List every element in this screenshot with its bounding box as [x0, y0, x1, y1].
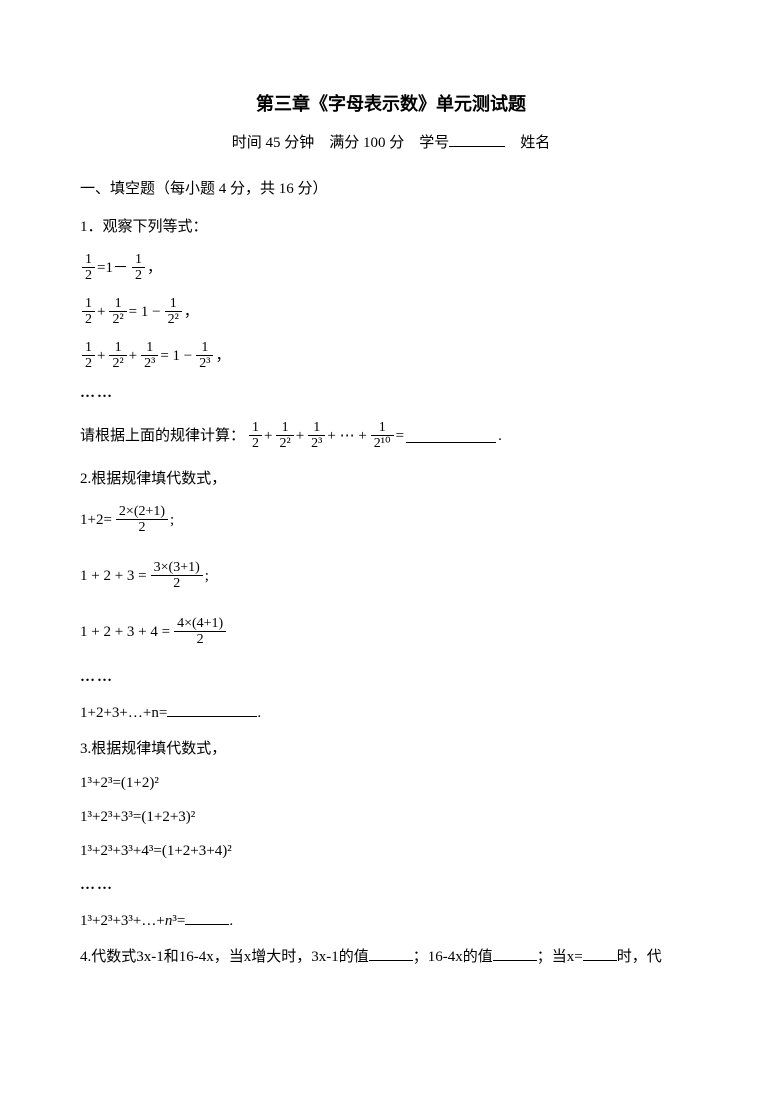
frac: 12³: [308, 420, 325, 452]
frac: 12: [82, 252, 95, 284]
text: 1+2=: [80, 508, 112, 532]
q2-dots: ……: [80, 665, 702, 689]
text: ，: [215, 344, 230, 368]
frac: 12: [82, 340, 95, 372]
section-1-heading: 一、填空题（每小题 4 分，共 16 分）: [80, 177, 702, 201]
q3-e3: 1³+2³+3³+4³=(1+2+3+4)²: [80, 839, 702, 863]
text: =: [396, 424, 404, 448]
q1-eq2: 12 + 12² = 1 − 12² ，: [80, 293, 702, 331]
score-label: 满分 100 分: [329, 135, 404, 151]
text: 4.代数式3x-1和16-4x，当x增大时，3x-1的值: [80, 949, 369, 965]
text: .: [229, 913, 233, 929]
frac: 3×(3+1)2: [151, 560, 203, 592]
q2-stem: 2.根据规律填代数式，: [80, 467, 702, 491]
answer-blank: [185, 910, 229, 925]
id-label: 学号: [419, 135, 449, 151]
frac: 12¹⁰: [371, 420, 394, 452]
q1-eq1: 12 =1－ 12 ，: [80, 249, 702, 287]
q2-eq2: 1 + 2 + 3 = 3×(3+1)2 ;: [80, 557, 702, 595]
text: +: [129, 344, 137, 368]
text: ;: [170, 508, 174, 532]
answer-blank: [406, 428, 496, 443]
frac: 2×(2+1)2: [116, 504, 168, 536]
answer-blank: [493, 946, 537, 961]
frac: 12³: [141, 340, 158, 372]
text: ；16-4x的值: [413, 949, 493, 965]
time-label: 时间 45 分钟: [232, 135, 315, 151]
text: ；当x=: [537, 949, 583, 965]
text: ，: [184, 300, 199, 324]
text: +: [264, 424, 272, 448]
frac: 12²: [165, 296, 182, 328]
frac: 12²: [276, 420, 293, 452]
q1-eq3: 12 + 12² + 12³ = 1 − 12³ ，: [80, 337, 702, 375]
frac: 12: [249, 420, 262, 452]
text: 1 + 2 + 3 =: [80, 564, 147, 588]
answer-blank: [369, 946, 413, 961]
answer-blank: [167, 702, 257, 717]
text: =1－: [97, 256, 128, 280]
q3-ask: 1³+2³+3³+…+n³=.: [80, 909, 702, 933]
frac: 12: [132, 252, 145, 284]
text: = 1 −: [129, 300, 161, 324]
frac: 12²: [109, 340, 126, 372]
text: +: [97, 344, 105, 368]
answer-blank: [583, 946, 617, 961]
text: +: [97, 300, 105, 324]
text: ;: [205, 564, 209, 588]
q3-e2: 1³+2³+3³=(1+2+3)²: [80, 805, 702, 829]
text: 1³+2³+3³+…+: [80, 913, 165, 929]
question-1: 1．观察下列等式： 12 =1－ 12 ， 12 + 12² = 1 − 12²…: [80, 215, 702, 455]
frac: 12²: [109, 296, 126, 328]
frac: 12³: [196, 340, 213, 372]
q2-ask: 1+2+3+…+n=.: [80, 701, 702, 725]
text: 1+2+3+…+n=: [80, 705, 167, 721]
frac: 4×(4+1)2: [174, 616, 226, 648]
page-title: 第三章《字母表示数》单元测试题: [80, 90, 702, 119]
text: = 1 −: [160, 344, 192, 368]
text: ³=: [172, 913, 185, 929]
question-4: 4.代数式3x-1和16-4x，当x增大时，3x-1的值 ；16-4x的值 ；当x=…: [80, 945, 702, 969]
q3-dots: ……: [80, 873, 702, 897]
question-2: 2.根据规律填代数式， 1+2= 2×(2+1)2 ; 1 + 2 + 3 = …: [80, 467, 702, 725]
text: 时，代: [617, 949, 662, 965]
q4-line: 4.代数式3x-1和16-4x，当x增大时，3x-1的值 ；16-4x的值 ；当x=…: [80, 945, 702, 969]
id-blank: [449, 132, 505, 147]
q1-ask-pre: 请根据上面的规律计算：: [80, 424, 245, 448]
question-3: 3.根据规律填代数式， 1³+2³=(1+2)² 1³+2³+3³=(1+2+3…: [80, 737, 702, 933]
text: + ⋯ +: [327, 424, 366, 448]
q1-dots: ……: [80, 381, 702, 405]
q1-ask: 请根据上面的规律计算： 12 + 12² + 12³ + ⋯ + 12¹⁰ = …: [80, 417, 702, 455]
text: .: [498, 424, 502, 448]
text: .: [257, 705, 261, 721]
text: 1 + 2 + 3 + 4 =: [80, 620, 170, 644]
meta-line: 时间 45 分钟 满分 100 分 学号 姓名: [80, 131, 702, 155]
name-label: 姓名: [520, 135, 550, 151]
q2-eq3: 1 + 2 + 3 + 4 = 4×(4+1)2: [80, 613, 702, 651]
text: ，: [147, 256, 162, 280]
q3-e1: 1³+2³=(1+2)²: [80, 771, 702, 795]
q3-stem: 3.根据规律填代数式，: [80, 737, 702, 761]
q2-eq1: 1+2= 2×(2+1)2 ;: [80, 501, 702, 539]
text: +: [296, 424, 304, 448]
q1-stem: 1．观察下列等式：: [80, 215, 702, 239]
frac: 12: [82, 296, 95, 328]
